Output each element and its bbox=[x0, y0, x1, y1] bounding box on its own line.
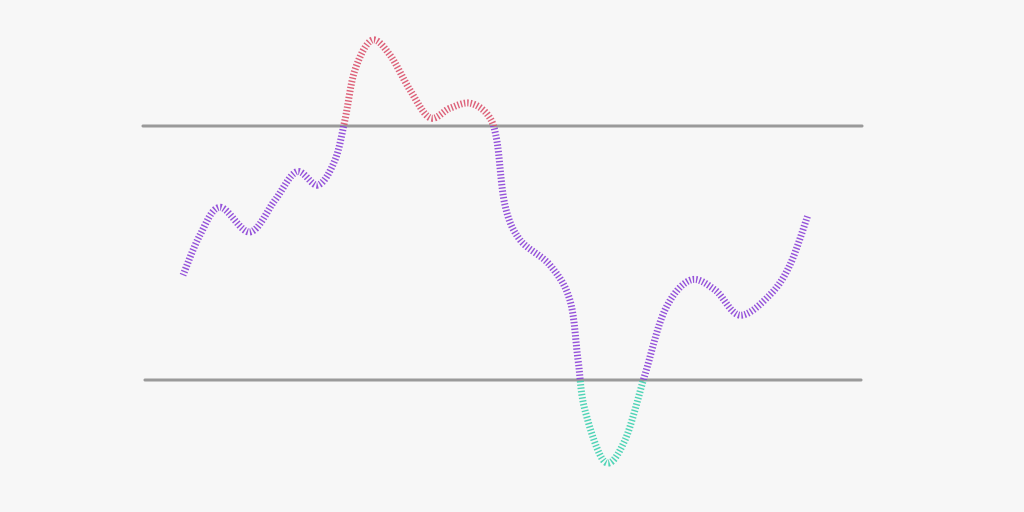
series-line-below-lower bbox=[576, 379, 648, 467]
series-line-between bbox=[179, 126, 812, 380]
series-line-above-upper bbox=[340, 36, 498, 126]
